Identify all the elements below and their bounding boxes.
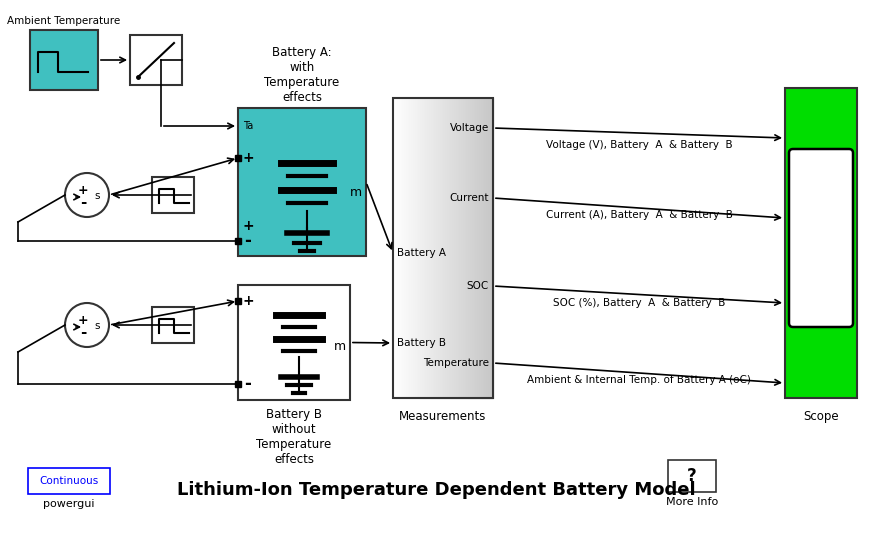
Circle shape bbox=[65, 173, 109, 217]
FancyBboxPatch shape bbox=[789, 149, 853, 327]
Text: m: m bbox=[334, 340, 346, 353]
Bar bbox=[668, 460, 716, 492]
Text: +: + bbox=[78, 314, 88, 326]
Bar bbox=[28, 468, 110, 494]
Text: Voltage (V), Battery  A  & Battery  B: Voltage (V), Battery A & Battery B bbox=[546, 140, 732, 150]
Text: Ambient Temperature: Ambient Temperature bbox=[7, 16, 120, 26]
Text: More Info: More Info bbox=[666, 497, 719, 507]
Text: Ta: Ta bbox=[243, 121, 253, 131]
Text: Battery A: Battery A bbox=[397, 248, 446, 258]
Text: Current: Current bbox=[449, 193, 489, 203]
Text: +: + bbox=[242, 151, 254, 165]
Text: m: m bbox=[350, 185, 362, 199]
Text: Lithium-Ion Temperature Dependent Battery Model: Lithium-Ion Temperature Dependent Batter… bbox=[177, 481, 695, 499]
Text: ?: ? bbox=[687, 467, 697, 485]
Bar bbox=[152, 307, 194, 343]
Text: -: - bbox=[244, 232, 251, 250]
Bar bbox=[130, 35, 182, 85]
Text: -: - bbox=[80, 195, 86, 211]
Text: Battery B
without
Temperature
effects: Battery B without Temperature effects bbox=[256, 408, 331, 466]
Text: SOC (%), Battery  A  & Battery  B: SOC (%), Battery A & Battery B bbox=[553, 298, 726, 308]
Text: +: + bbox=[242, 294, 254, 308]
Text: Battery B: Battery B bbox=[397, 338, 446, 348]
Text: s: s bbox=[94, 321, 99, 331]
Text: Scope: Scope bbox=[803, 410, 839, 423]
Text: -: - bbox=[80, 325, 86, 340]
Bar bbox=[785, 88, 857, 398]
Text: SOC: SOC bbox=[467, 281, 489, 291]
Text: Measurements: Measurements bbox=[399, 410, 487, 423]
Circle shape bbox=[65, 303, 109, 347]
Bar bbox=[393, 98, 493, 398]
Bar bbox=[30, 30, 98, 90]
Bar bbox=[238, 108, 366, 256]
Text: Voltage: Voltage bbox=[450, 123, 489, 133]
Text: s: s bbox=[94, 191, 99, 201]
Text: Battery A:
with
Temperature
effects: Battery A: with Temperature effects bbox=[264, 46, 339, 104]
Text: Ambient & Internal Temp. of Battery A (oC): Ambient & Internal Temp. of Battery A (o… bbox=[527, 375, 751, 385]
Text: +: + bbox=[242, 219, 254, 233]
Bar bbox=[152, 177, 194, 213]
Text: Continuous: Continuous bbox=[39, 476, 99, 486]
Text: Current (A), Battery  A  & Battery  B: Current (A), Battery A & Battery B bbox=[546, 210, 732, 220]
Text: powergui: powergui bbox=[44, 499, 95, 509]
Text: Temperature: Temperature bbox=[423, 358, 489, 368]
Text: +: + bbox=[78, 184, 88, 197]
Text: -: - bbox=[244, 375, 251, 393]
Bar bbox=[238, 285, 350, 400]
